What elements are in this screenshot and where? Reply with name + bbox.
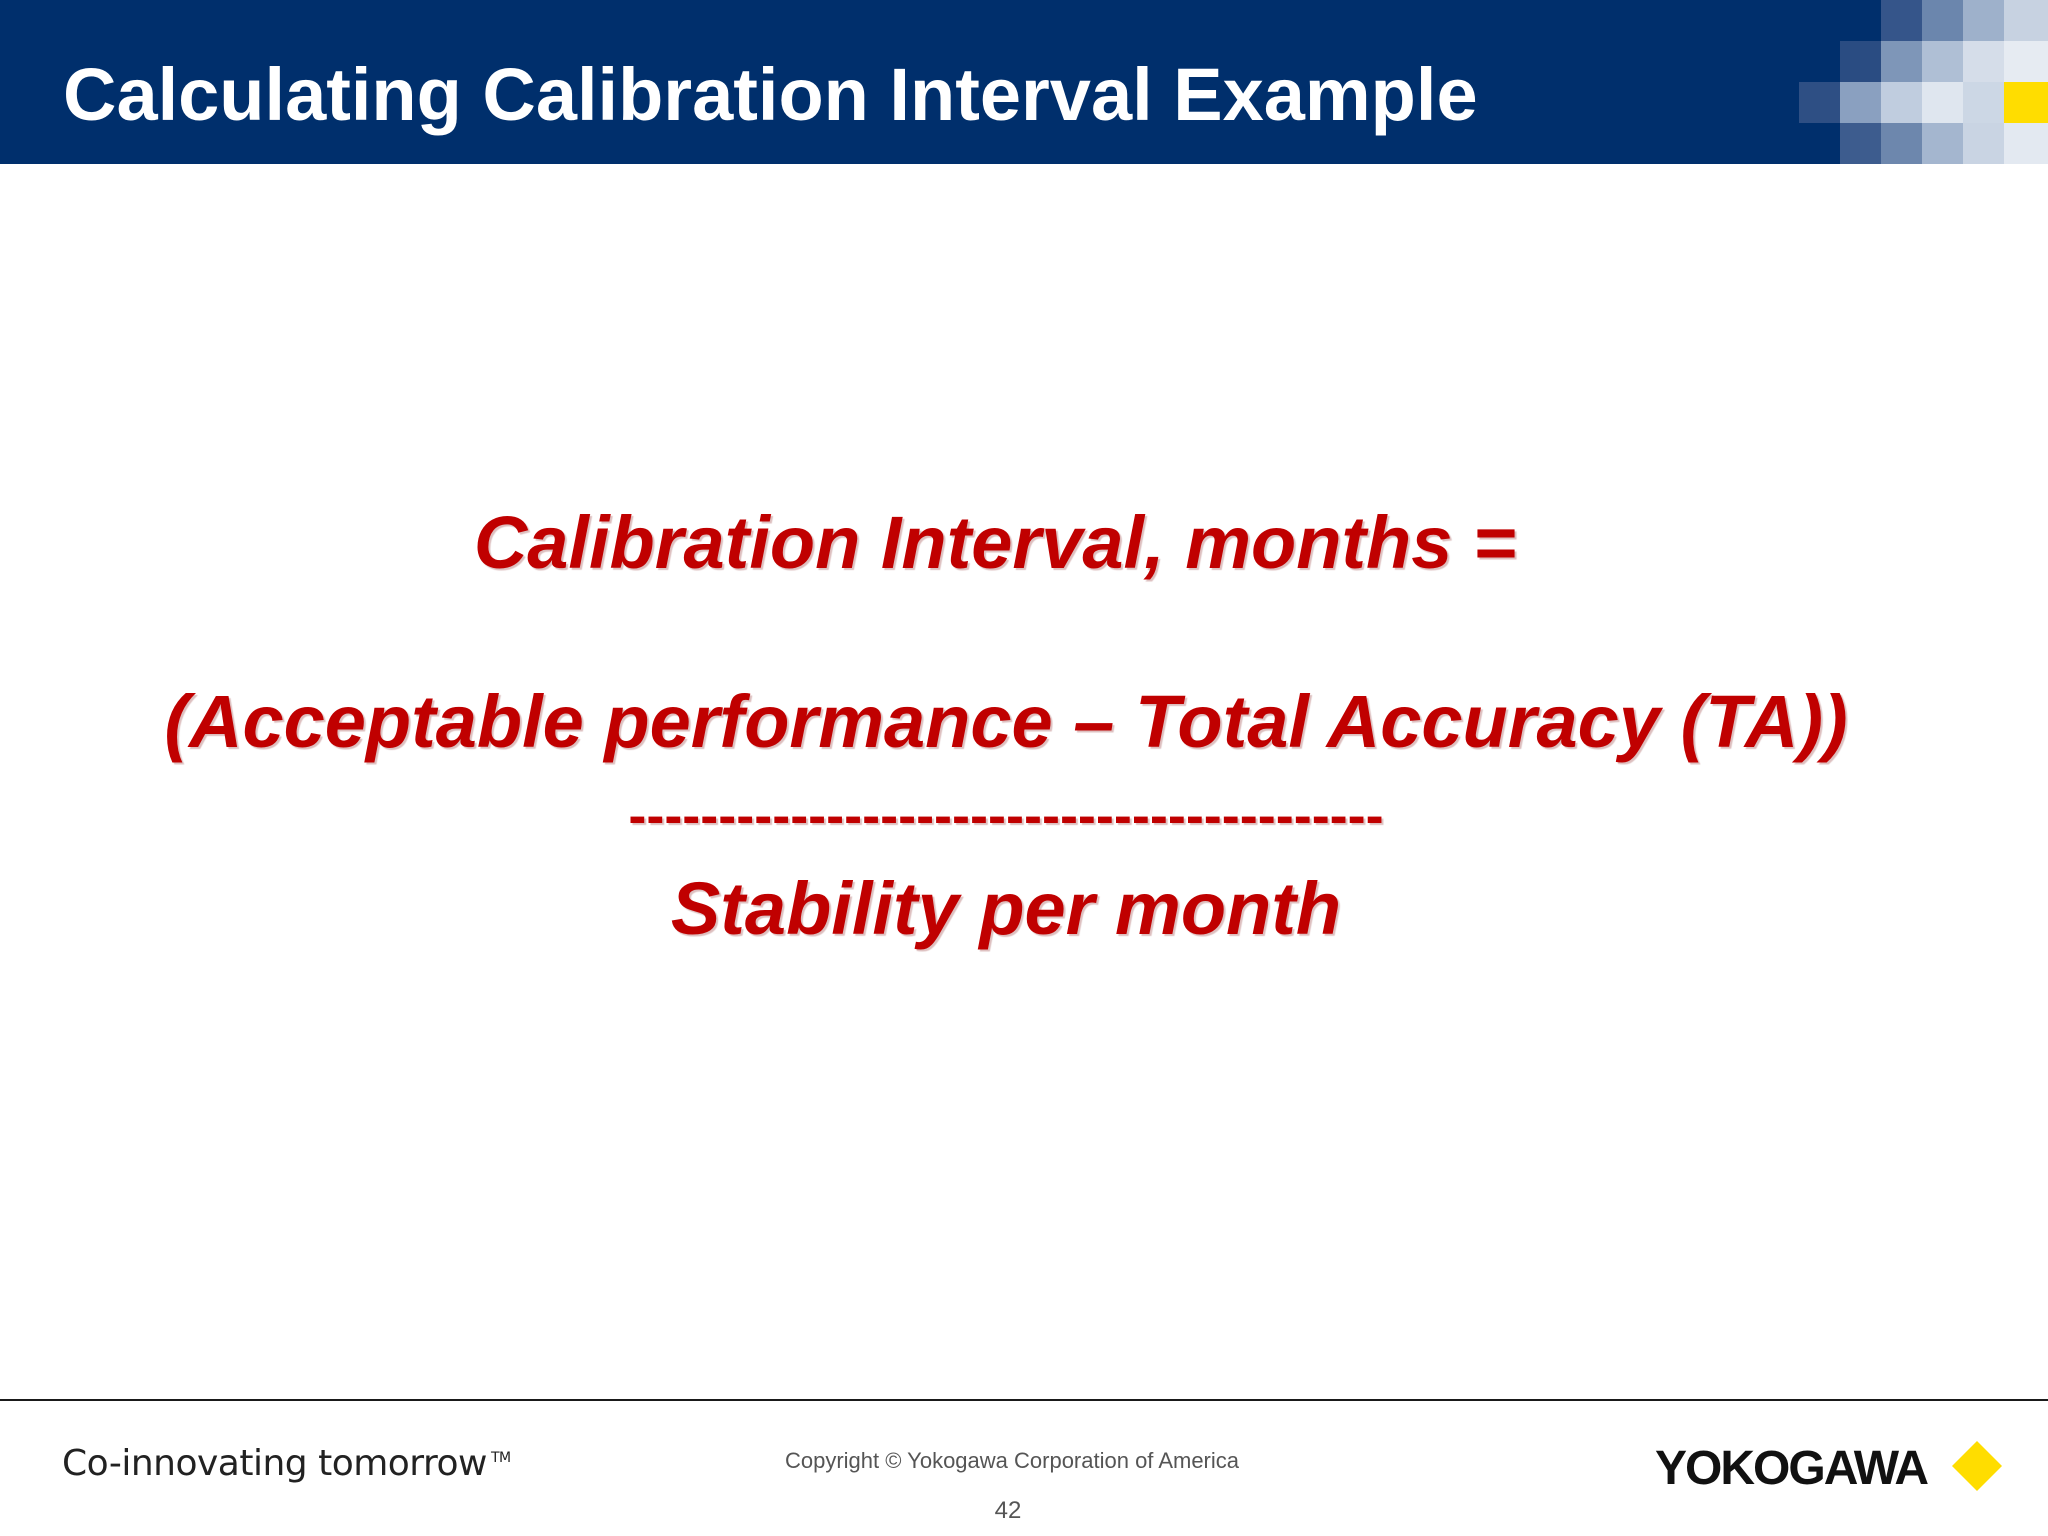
yokogawa-logo: YOKOGAWA (1655, 1440, 2003, 1500)
header-mosaic-decoration (0, 0, 2048, 164)
slide-title: Calculating Calibration Interval Example (63, 53, 1478, 136)
footer-divider (0, 1399, 2048, 1401)
formula-numerator: (Acceptable performance – Total Accuracy… (164, 680, 1848, 763)
logo-wordmark: YOKOGAWA (1655, 1442, 1929, 1495)
formula-denominator: Stability per month (670, 867, 1342, 950)
formula-lhs: Calibration Interval, months = (473, 501, 1517, 584)
tagline: Co-innovating tomorrow TM (62, 1443, 511, 1484)
title-bar: Calculating Calibration Interval Example (0, 0, 2048, 164)
formula-fraction-divider: ----------------------------------------… (628, 786, 1384, 846)
yellow-diamond-icon (1951, 1440, 2003, 1497)
copyright-notice: Copyright © Yokogawa Corporation of Amer… (784, 1448, 1240, 1473)
tagline-text: Co-innovating tomorrow (62, 1443, 487, 1484)
page-number: 42 (994, 1497, 1022, 1524)
trademark-mark: TM (490, 1450, 511, 1466)
